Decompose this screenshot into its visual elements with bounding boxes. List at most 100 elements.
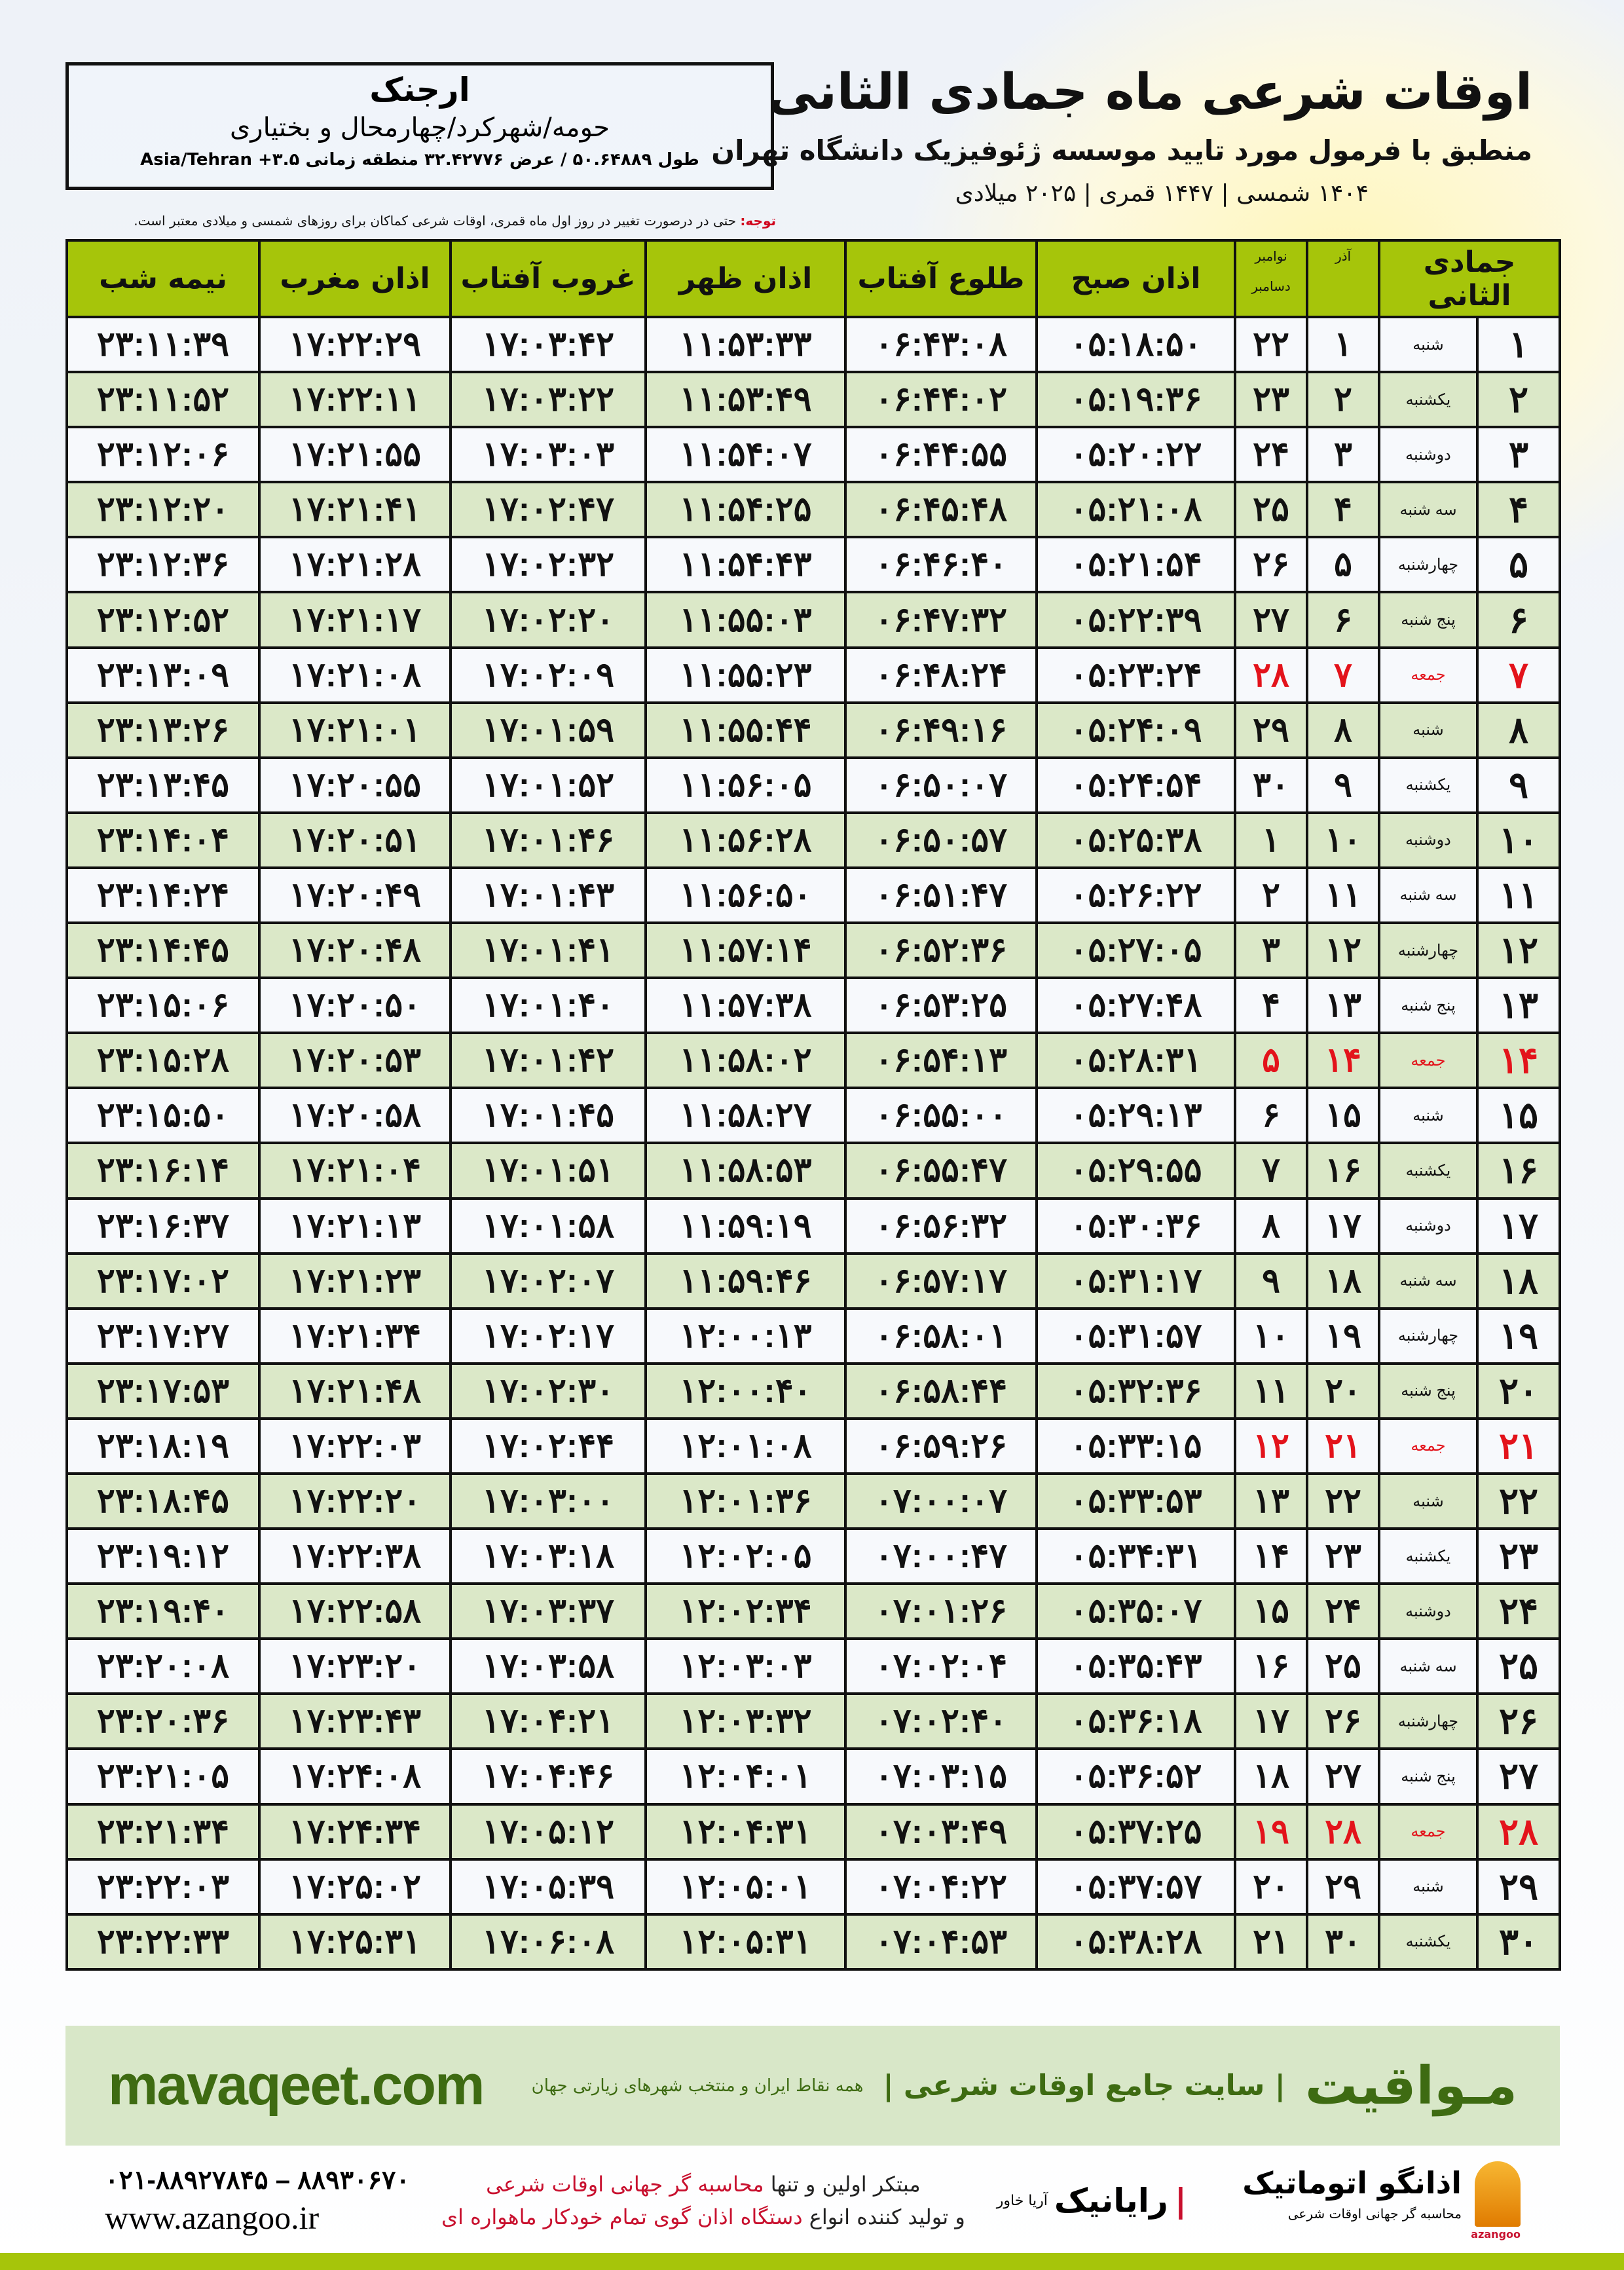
sunset-time: ۱۷:۰۴:۴۶ [449, 1747, 647, 1806]
gregorian-day: ۱۷ [1234, 1692, 1308, 1751]
midnight-time: ۲۳:۱۷:۵۳ [65, 1362, 261, 1420]
weekday: چهارشنبه [1377, 921, 1479, 980]
gregorian-day: ۹ [1234, 1252, 1308, 1310]
fajr-time: ۰۵:۲۰:۲۲ [1035, 426, 1236, 484]
table-header: جمادی الثانی آذر نوامبر دسامبر اذان صبح ط… [65, 239, 1562, 318]
fajr-time: ۰۵:۳۶:۱۸ [1035, 1692, 1236, 1751]
azar-day: ۲۱ [1306, 1417, 1380, 1475]
midnight-time: ۲۳:۲۲:۰۳ [65, 1857, 261, 1916]
sunrise-time: ۰۷:۰۲:۴۰ [844, 1692, 1038, 1751]
hijri-day: ۳ [1476, 426, 1562, 484]
hijri-day: ۱۵ [1476, 1087, 1562, 1145]
sunset-time: ۱۷:۰۳:۵۸ [449, 1637, 647, 1696]
table-row: ۲۲ شنبه ۲۲ ۱۳ ۰۵:۳۳:۵۳ ۰۷:۰۰:۰۷ ۱۲:۰۱:۳۶ ۱۷:۰۳:… [65, 1472, 1562, 1531]
sunrise-time: ۰۶:۵۰:۰۷ [844, 756, 1038, 814]
header-maghrib: اذان مغرب [258, 239, 452, 318]
sunset-time: ۱۷:۰۳:۱۸ [449, 1527, 647, 1586]
sunrise-time: ۰۶:۵۹:۲۶ [844, 1417, 1038, 1475]
dhuhr-time: ۱۲:۰۴:۳۱ [644, 1802, 847, 1861]
fajr-time: ۰۵:۳۵:۰۷ [1035, 1582, 1236, 1641]
gregorian-day: ۱۵ [1234, 1582, 1308, 1641]
gregorian-day: ۲۱ [1234, 1912, 1308, 1971]
promo-site-link[interactable]: mavaqeet.com [108, 2054, 485, 2117]
sunrise-time: ۰۷:۰۳:۱۵ [844, 1747, 1038, 1806]
azar-day: ۴ [1306, 481, 1380, 539]
azar-day: ۲۵ [1306, 1637, 1380, 1696]
dhuhr-time: ۱۱:۵۷:۱۴ [644, 921, 847, 980]
weekday: سه شنبه [1377, 866, 1479, 925]
maghrib-time: ۱۷:۲۱:۳۴ [258, 1307, 452, 1365]
table-row: ۲ یکشنبه ۲ ۲۳ ۰۵:۱۹:۳۶ ۰۶:۴۴:۰۲ ۱۱:۵۳:۴۹ ۱۷:۰۳:… [65, 371, 1562, 429]
sunset-time: ۱۷:۰۲:۰۷ [449, 1252, 647, 1310]
gregorian-day: ۲۴ [1234, 426, 1308, 484]
gregorian-day: ۶ [1234, 1087, 1308, 1145]
dhuhr-time: ۱۱:۵۶:۰۵ [644, 756, 847, 814]
table-row: ۹ یکشنبه ۹ ۳۰ ۰۵:۲۴:۵۴ ۰۶:۵۰:۰۷ ۱۱:۵۶:۰۵ ۱۷:۰۱:… [65, 756, 1562, 814]
hijri-day: ۸ [1476, 701, 1562, 759]
azar-day: ۶ [1306, 591, 1380, 649]
midnight-time: ۲۳:۱۳:۰۹ [65, 646, 261, 704]
hijri-day: ۱۶ [1476, 1142, 1562, 1200]
midnight-time: ۲۳:۱۳:۴۵ [65, 756, 261, 814]
azar-day: ۹ [1306, 756, 1380, 814]
maghrib-time: ۱۷:۲۱:۱۳ [258, 1197, 452, 1255]
hijri-day: ۱۰ [1476, 811, 1562, 869]
hijri-day: ۲۱ [1476, 1417, 1562, 1475]
gregorian-day: ۳ [1234, 921, 1308, 980]
table-row: ۱۱ سه شنبه ۱۱ ۲ ۰۵:۲۶:۲۲ ۰۶:۵۱:۴۷ ۱۱:۵۶:۵۰ ۱۷:۰… [65, 866, 1562, 925]
gregorian-day: ۲۸ [1234, 646, 1308, 704]
maghrib-time: ۱۷:۲۱:۲۳ [258, 1252, 452, 1310]
weekday: سه شنبه [1377, 1252, 1479, 1310]
midnight-time: ۲۳:۱۴:۴۵ [65, 921, 261, 980]
maghrib-time: ۱۷:۲۱:۵۵ [258, 426, 452, 484]
azar-day: ۵ [1306, 536, 1380, 594]
maghrib-time: ۱۷:۲۳:۴۳ [258, 1692, 452, 1751]
hijri-day: ۲۴ [1476, 1582, 1562, 1641]
sunrise-time: ۰۷:۰۰:۰۷ [844, 1472, 1038, 1531]
table-row: ۱۴ جمعه ۱۴ ۵ ۰۵:۲۸:۳۱ ۰۶:۵۴:۱۳ ۱۱:۵۸:۰۲ ۱۷:۰۱:۴… [65, 1032, 1562, 1090]
footer-slogan: مبتکر اولین و تنها محاسبه گر جهانی اوقات… [436, 2168, 970, 2233]
coordinates: طول ۵۰.۶۴۸۸۹ / عرض ۳۲.۴۲۷۷۶ منطقه زمانی … [140, 150, 699, 170]
azangoo-latin: azangoo [1471, 2228, 1521, 2241]
gregorian-day: ۲۰ [1234, 1857, 1308, 1916]
fajr-time: ۰۵:۳۳:۱۵ [1035, 1417, 1236, 1475]
midnight-time: ۲۳:۲۱:۰۵ [65, 1747, 261, 1806]
azar-day: ۲ [1306, 371, 1380, 429]
azangoo-sub: محاسبه گر جهانی اوقات شرعی [1287, 2206, 1462, 2222]
azar-day: ۳ [1306, 426, 1380, 484]
midnight-time: ۲۳:۱۵:۲۸ [65, 1032, 261, 1090]
dhuhr-time: ۱۱:۵۶:۲۸ [644, 811, 847, 869]
weekday: یکشنبه [1377, 1142, 1479, 1200]
azar-day: ۲۹ [1306, 1857, 1380, 1916]
table-row: ۴ سه شنبه ۴ ۲۵ ۰۵:۲۱:۰۸ ۰۶:۴۵:۴۸ ۱۱:۵۴:۲۵ ۱۷:۰۲… [65, 481, 1562, 539]
azar-day: ۱۵ [1306, 1087, 1380, 1145]
slogan-2b: دستگاه اذان گوی تمام خودکار ماهواره ای [441, 2205, 803, 2229]
table-row: ۱۳ پنج شنبه ۱۳ ۴ ۰۵:۲۷:۴۸ ۰۶:۵۳:۲۵ ۱۱:۵۷:۳۸ ۱۷:… [65, 977, 1562, 1035]
gregorian-day: ۲۹ [1234, 701, 1308, 759]
fajr-time: ۰۵:۳۷:۲۵ [1035, 1802, 1236, 1861]
table-row: ۲۴ دوشنبه ۲۴ ۱۵ ۰۵:۳۵:۰۷ ۰۷:۰۱:۲۶ ۱۲:۰۲:۳۴ ۱۷:۰… [65, 1582, 1562, 1641]
note-text: حتی در درصورت تغییر در روز اول ماه قمری،… [134, 213, 741, 229]
table-row: ۲۵ سه شنبه ۲۵ ۱۶ ۰۵:۳۵:۴۳ ۰۷:۰۲:۰۴ ۱۲:۰۳:۰۳ ۱۷:… [65, 1637, 1562, 1696]
fajr-time: ۰۵:۲۲:۳۹ [1035, 591, 1236, 649]
dhuhr-time: ۱۱:۵۹:۱۹ [644, 1197, 847, 1255]
azar-day: ۲۳ [1306, 1527, 1380, 1586]
azar-day: ۱۸ [1306, 1252, 1380, 1310]
azar-day: ۲۴ [1306, 1582, 1380, 1641]
dhuhr-time: ۱۱:۵۵:۴۴ [644, 701, 847, 759]
sunset-time: ۱۷:۰۲:۳۲ [449, 536, 647, 594]
midnight-time: ۲۳:۱۵:۵۰ [65, 1087, 261, 1145]
maghrib-time: ۱۷:۲۱:۴۱ [258, 481, 452, 539]
footer-website[interactable]: www.azangoo.ir [105, 2199, 320, 2236]
weekday: شنبه [1377, 1857, 1479, 1916]
hijri-day: ۲۰ [1476, 1362, 1562, 1420]
midnight-time: ۲۳:۲۲:۳۳ [65, 1912, 261, 1971]
dhuhr-time: ۱۱:۵۸:۲۷ [644, 1087, 847, 1145]
sunrise-time: ۰۶:۴۷:۳۲ [844, 591, 1038, 649]
dhuhr-time: ۱۲:۰۲:۳۴ [644, 1582, 847, 1641]
gregorian-day: ۱۲ [1234, 1417, 1308, 1475]
weekday: دوشنبه [1377, 426, 1479, 484]
table-row: ۲۸ جمعه ۲۸ ۱۹ ۰۵:۳۷:۲۵ ۰۷:۰۳:۴۹ ۱۲:۰۴:۳۱ ۱۷:۰۵:… [65, 1802, 1562, 1861]
gregorian-day: ۲۲ [1234, 315, 1308, 374]
midnight-time: ۲۳:۲۱:۳۴ [65, 1802, 261, 1861]
